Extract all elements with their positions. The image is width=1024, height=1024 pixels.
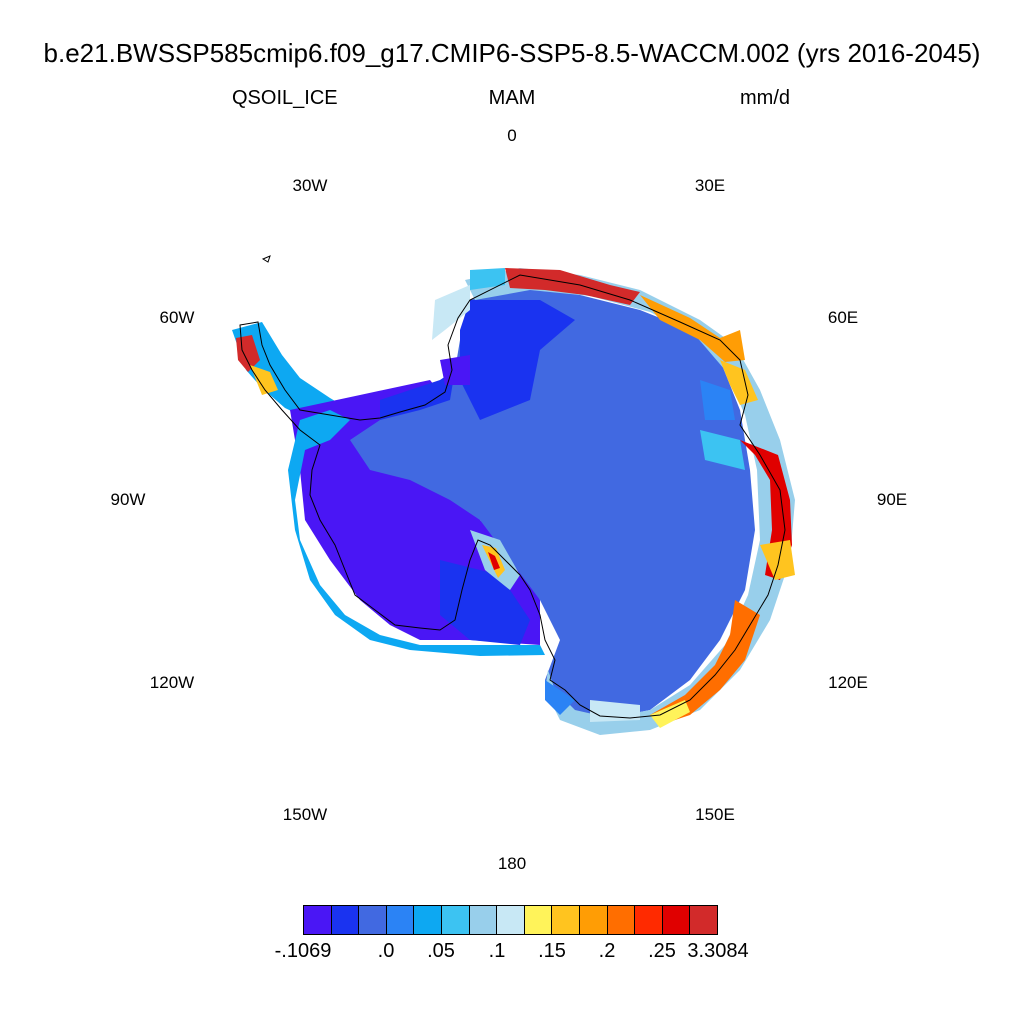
lon-label-90w: 90W [110, 490, 146, 509]
colorbar-tick-label: .05 [427, 940, 455, 962]
colorbar-swatch [690, 906, 717, 934]
colorbar-swatch [607, 906, 636, 934]
lon-label-180: 180 [497, 854, 527, 873]
colorbar-swatch [304, 906, 332, 934]
units-label: mm/d [740, 87, 790, 109]
colorbar-swatch [524, 906, 553, 934]
variable-label: QSOIL_ICE [232, 87, 338, 109]
colorbar-swatch [579, 906, 608, 934]
colorbar-swatch [331, 906, 360, 934]
lon-label-30w: 30W [292, 176, 328, 195]
colorbar-tick-label: .15 [538, 940, 566, 962]
colorbar-swatch [662, 906, 691, 934]
coastline [239, 255, 786, 719]
lon-label-120w: 120W [149, 673, 195, 692]
plot-title: b.e21.BWSSP585cmip6.f09_g17.CMIP6-SSP5-8… [43, 38, 981, 68]
lon-label-90e: 90E [876, 490, 908, 509]
colorbar-tick-label: .25 [648, 940, 676, 962]
colorbar-swatch [414, 906, 442, 934]
colorbar-tick-label: .2 [598, 940, 616, 962]
lon-label-0: 0 [507, 126, 517, 145]
colorbar-swatch [469, 906, 498, 934]
colorbar [303, 905, 718, 935]
field-shading [232, 268, 795, 735]
colorbar-swatch [359, 906, 387, 934]
lon-label-150w: 150W [282, 805, 328, 824]
lon-label-120e: 120E [828, 673, 868, 692]
colorbar-swatch [441, 906, 470, 934]
lon-label-60w: 60W [159, 308, 195, 327]
colorbar-swatch [386, 906, 415, 934]
lon-label-150e: 150E [695, 805, 735, 824]
season-label: MAM [488, 87, 536, 109]
colorbar-labels: -.1069 .0 .05 .1 .15 .2 .25 3.3084 [0, 940, 1024, 966]
colorbar-swatch [497, 906, 525, 934]
colorbar-tick-label: .1 [488, 940, 506, 962]
colorbar-swatch [552, 906, 580, 934]
colorbar-tick-label: .0 [377, 940, 395, 962]
lon-label-30e: 30E [694, 176, 726, 195]
lon-label-60e: 60E [827, 308, 859, 327]
colorbar-swatch [635, 906, 663, 934]
colorbar-tick-label: -.1069 [274, 940, 332, 962]
colorbar-tick-label: 3.3084 [687, 940, 749, 962]
